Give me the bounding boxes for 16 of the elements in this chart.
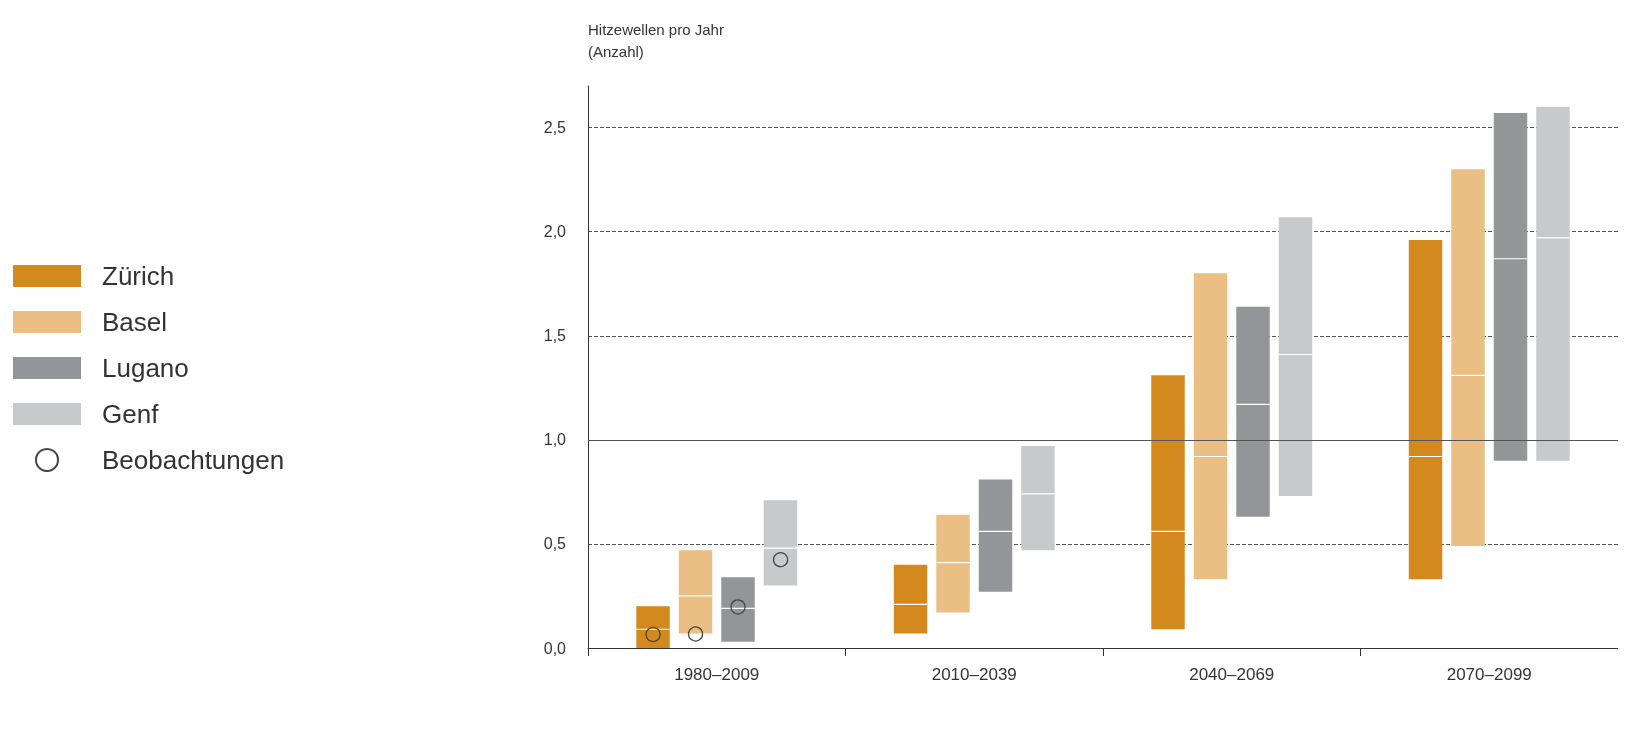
y-tick-label: 2,5 bbox=[543, 119, 567, 137]
legend-label: Zürich bbox=[102, 261, 175, 291]
y-axis-title: Hitzewellen pro Jahr (Anzahl) bbox=[588, 20, 724, 60]
legend-label: Beobachtungen bbox=[102, 445, 285, 475]
legend-label: Genf bbox=[102, 399, 160, 429]
x-tick-label: 2040–2069 bbox=[1189, 665, 1275, 684]
y-tick-label: 0,5 bbox=[543, 535, 567, 553]
x-tick-label: 2070–2099 bbox=[1446, 665, 1532, 684]
y-tick-label: 0,0 bbox=[543, 639, 567, 657]
x-tick-label: 2010–2039 bbox=[931, 665, 1017, 684]
legend-label: Lugano bbox=[102, 353, 189, 383]
y-tick-label: 2,0 bbox=[543, 223, 567, 241]
y-tick-label: 1,5 bbox=[543, 327, 567, 345]
legend-label: Basel bbox=[102, 307, 168, 337]
y-tick-label: 1,0 bbox=[543, 431, 567, 449]
x-tick-label: 1980–2009 bbox=[674, 665, 760, 684]
